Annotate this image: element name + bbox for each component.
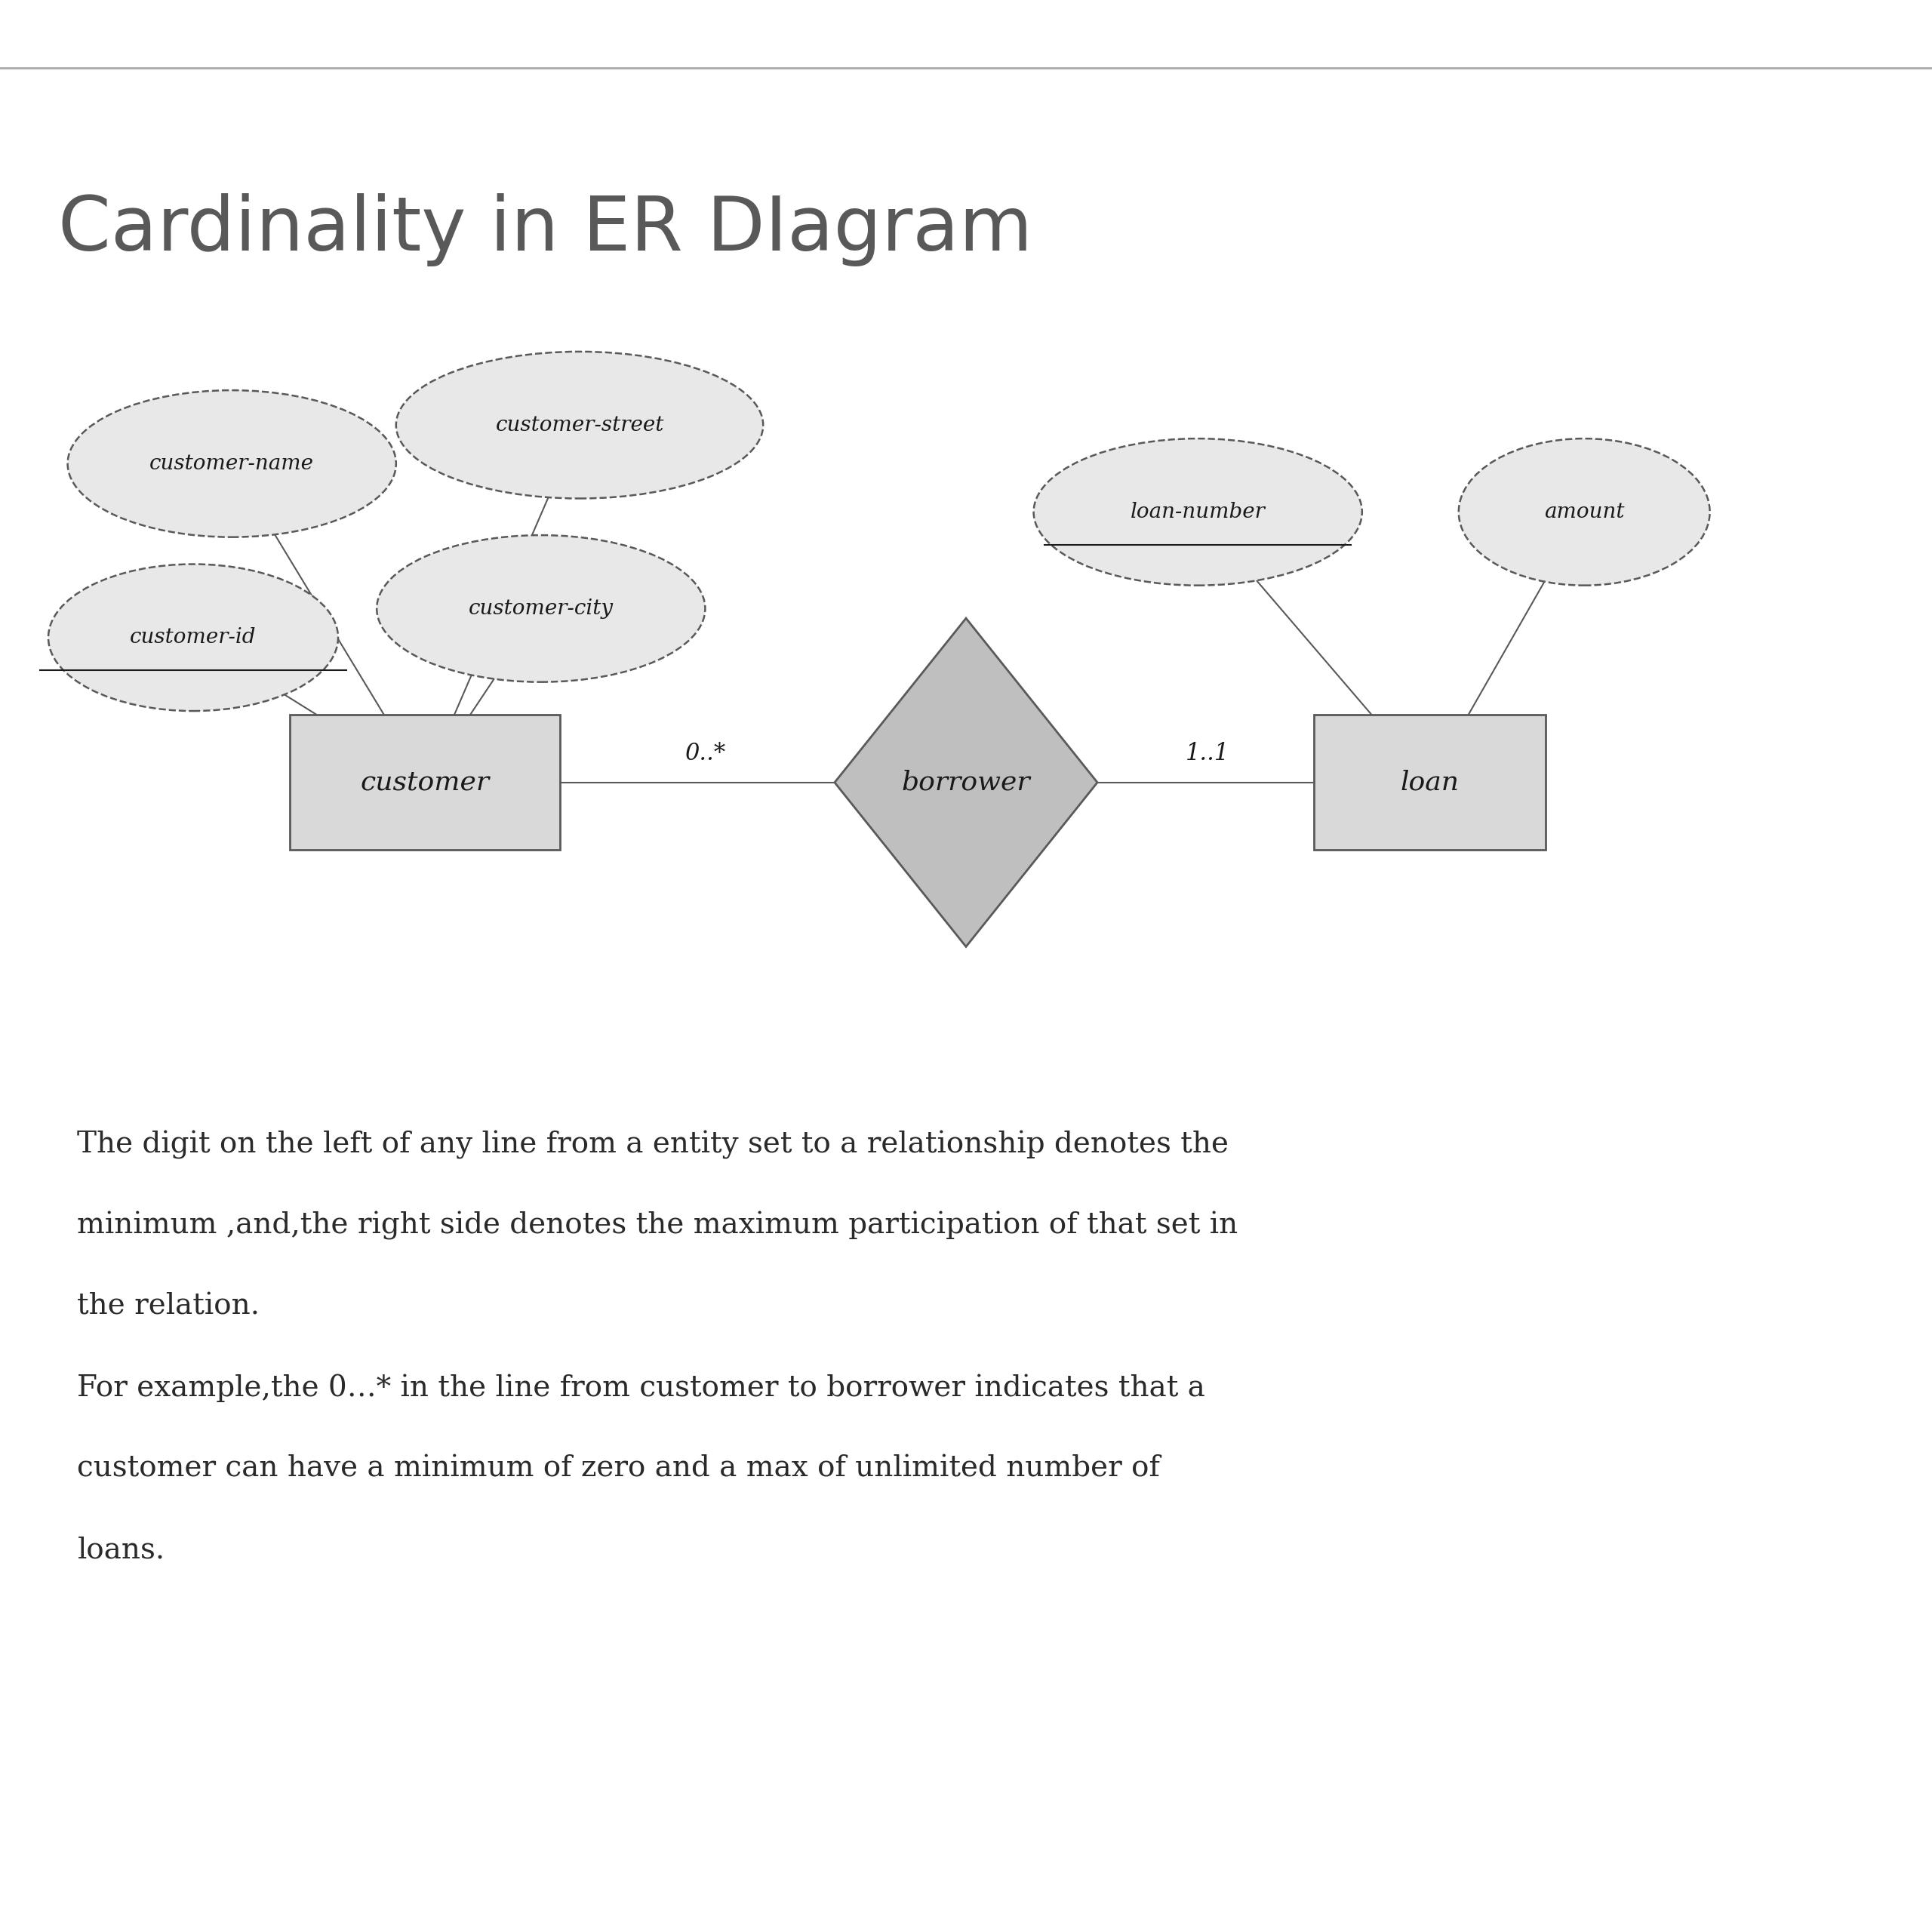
Text: customer: customer — [361, 769, 489, 796]
Text: customer can have a minimum of zero and a max of unlimited number of: customer can have a minimum of zero and … — [77, 1455, 1159, 1482]
Text: customer-city: customer-city — [469, 599, 614, 618]
Polygon shape — [835, 618, 1097, 947]
Text: customer-name: customer-name — [149, 454, 315, 473]
Text: minimum ,and,the right side denotes the maximum participation of that set in: minimum ,and,the right side denotes the … — [77, 1211, 1238, 1240]
Ellipse shape — [1459, 439, 1710, 585]
Ellipse shape — [396, 352, 763, 498]
Ellipse shape — [377, 535, 705, 682]
Ellipse shape — [48, 564, 338, 711]
Text: the relation.: the relation. — [77, 1293, 261, 1320]
Text: Cardinality in ER DIagram: Cardinality in ER DIagram — [58, 193, 1032, 267]
Text: customer-street: customer-street — [495, 415, 665, 435]
Text: 0..*: 0..* — [684, 742, 726, 765]
Text: borrower: borrower — [902, 769, 1030, 796]
Text: The digit on the left of any line from a entity set to a relationship denotes th: The digit on the left of any line from a… — [77, 1130, 1229, 1159]
Text: For example,the 0…* in the line from customer to borrower indicates that a: For example,the 0…* in the line from cus… — [77, 1374, 1206, 1403]
Text: loan-number: loan-number — [1130, 502, 1265, 522]
Text: loans.: loans. — [77, 1536, 164, 1563]
Text: loan: loan — [1401, 769, 1459, 796]
Text: 1..1: 1..1 — [1186, 742, 1229, 765]
Ellipse shape — [1034, 439, 1362, 585]
FancyBboxPatch shape — [1314, 715, 1546, 850]
Ellipse shape — [68, 390, 396, 537]
Text: customer-id: customer-id — [129, 628, 257, 647]
FancyBboxPatch shape — [290, 715, 560, 850]
Text: amount: amount — [1544, 502, 1625, 522]
